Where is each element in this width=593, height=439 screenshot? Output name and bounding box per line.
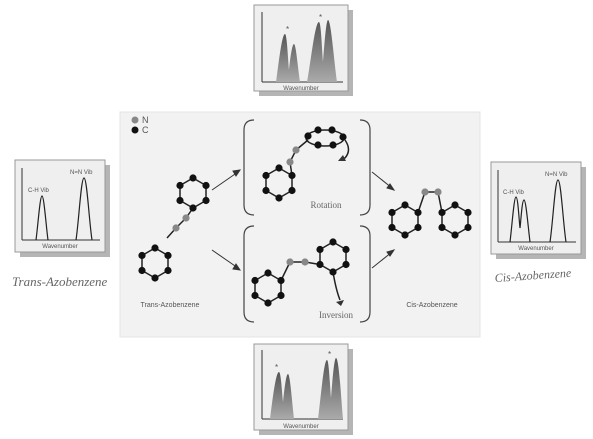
right-spectrum-box	[490, 161, 582, 255]
left-peak-2-label: N=N Vib	[70, 170, 93, 176]
inversion-right-bracket	[359, 225, 371, 323]
right-peak-2-label: N=N Vib	[545, 172, 568, 178]
nitrogen-legend-icon	[131, 116, 139, 124]
carbon-legend-icon	[131, 126, 139, 134]
trans-atoms	[138, 174, 210, 282]
left-trans-label: Trans-Azobenzene	[12, 274, 108, 289]
top-peak-2	[307, 20, 337, 82]
transition-arrows	[211, 169, 396, 271]
left-spectrum: C-H Vib N=N Vib Wavenumber	[14, 159, 110, 257]
rotation-arrow	[339, 139, 350, 161]
inversion-pathway: Inversion	[243, 225, 371, 323]
top-peak-1-marker: *	[286, 25, 289, 34]
top-peak-2-marker: *	[319, 13, 322, 22]
left-spectrum-box	[14, 159, 106, 253]
right-spectrum: C-H Vib N=N Vib Wavenumber	[490, 161, 586, 259]
rotation-right-bracket	[359, 119, 371, 216]
arrow-to-inversion	[211, 249, 239, 269]
left-peak-1	[35, 195, 49, 241]
atom-legend: N C	[131, 115, 149, 135]
bottom-spectrum: * * Wavenumber	[253, 343, 353, 435]
top-spectrum: * * Wavenumber	[253, 4, 353, 96]
right-peak-1-label: C-H Vib	[503, 190, 525, 196]
right-peak-1	[509, 196, 531, 243]
carbon-legend-label: C	[142, 125, 149, 135]
rotation-label: Rotation	[311, 200, 342, 210]
bottom-peak-2-marker: *	[328, 350, 331, 359]
inversion-label: Inversion	[319, 310, 353, 320]
top-spectrum-xlabel: Wavenumber	[283, 86, 318, 92]
inversion-left-bracket	[243, 225, 255, 323]
top-peak-1	[276, 34, 300, 82]
left-spectrum-xlabel: Wavenumber	[42, 244, 77, 250]
trans-caption: Trans-Azobenzene	[141, 302, 200, 309]
left-peak-2	[75, 177, 93, 241]
bottom-spectrum-xlabel: Wavenumber	[283, 424, 318, 430]
rotation-left-bracket	[243, 119, 255, 216]
cis-azobenzene-molecule	[388, 188, 472, 239]
nitrogen-legend-label: N	[142, 115, 149, 125]
right-cis-label: Cis-Azobenzene	[494, 266, 572, 285]
right-peak-2	[549, 179, 567, 243]
bottom-peak-2	[318, 358, 343, 419]
arrow-to-rotation	[211, 171, 239, 191]
left-peak-1-label: C-H Vib	[28, 188, 50, 194]
cis-caption: Cis-Azobenzene	[406, 302, 457, 309]
bottom-peak-1-marker: *	[275, 363, 278, 372]
rotation-pathway: Rotation	[243, 119, 371, 216]
bottom-peak-1	[270, 372, 294, 419]
right-spectrum-xlabel: Wavenumber	[518, 246, 553, 252]
